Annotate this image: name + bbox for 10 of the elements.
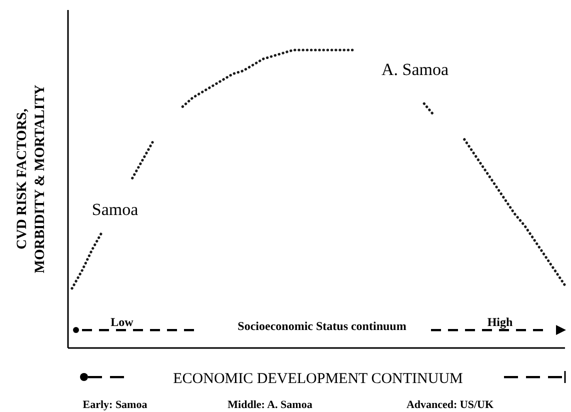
text: Advanced: US/UK [406,399,494,411]
annotation: Low [110,315,134,329]
annotation: A. Samoa [381,60,449,79]
x-axis-title: ECONOMIC DEVELOPMENT CONTINUUM [173,371,463,387]
annotation: Samoa [92,200,139,219]
text: Middle: A. Samoa [228,399,313,411]
annotation: Socioeconomic Status continuum [238,319,406,333]
y-axis-title: CVD RISK FACTORS, MORBIDITY & MORTALITY [15,84,48,274]
text: Early: Samoa [82,399,148,411]
annotation: High [487,315,513,329]
